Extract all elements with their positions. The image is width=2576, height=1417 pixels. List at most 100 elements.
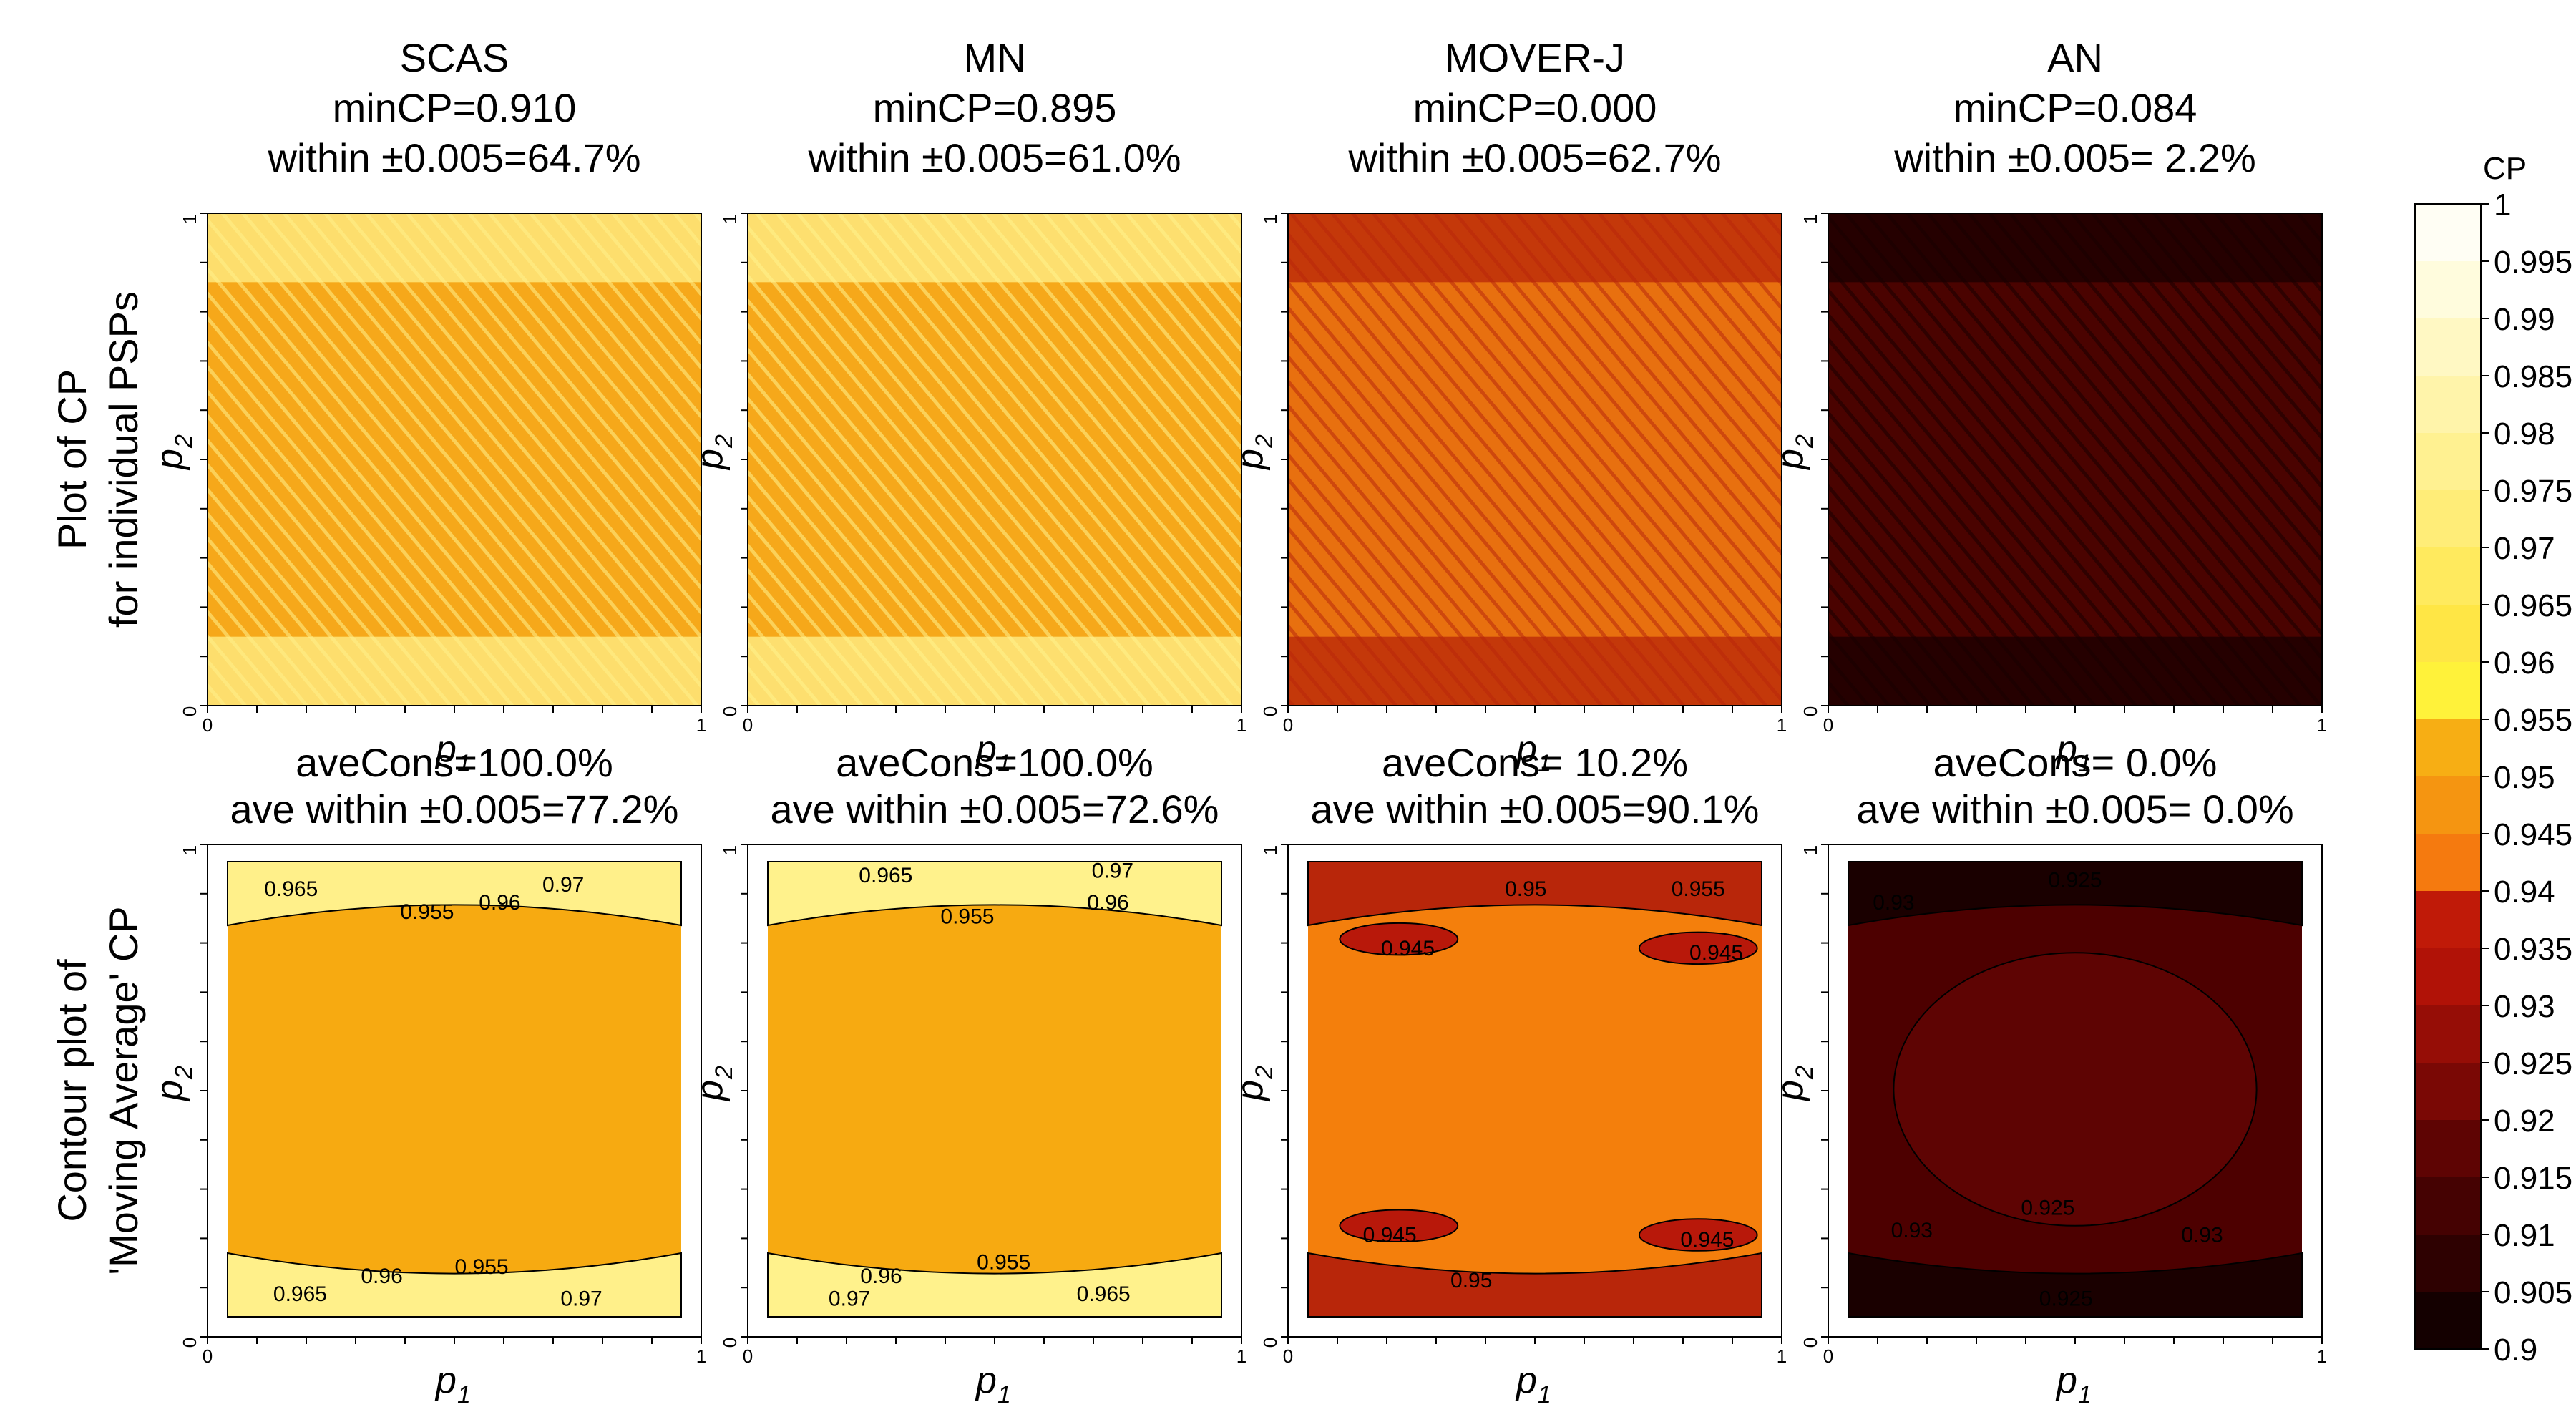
contour-label: 0.95: [1450, 1269, 1492, 1292]
y-tick-label: 1: [1259, 845, 1281, 855]
x-axis-label: p: [434, 1360, 457, 1401]
y-axis-label-sub: 2: [711, 434, 738, 449]
contour-label: 0.925: [2021, 1196, 2074, 1219]
colorbar: CP1 0.995 0.99 0.985 0.98 0.975 0.97 0.965 0.96 0…: [2414, 151, 2572, 1368]
contour-label: 0.97: [829, 1287, 870, 1311]
y-axis-label: p: [689, 1080, 731, 1102]
colorbar-level: 0.92: [2494, 1104, 2555, 1139]
contour-label: 0.955: [977, 1251, 1030, 1275]
colorbar-swatch: [2415, 719, 2481, 777]
y-tick-label: 1: [179, 214, 200, 224]
contour-panel: 0.965 0.97 0.955 0.96 0.96 0.955 0.97 0.965 0 1 0 1…: [689, 844, 1246, 1408]
y-axis-label: p: [689, 449, 731, 471]
colorbar-level: 0.97: [2494, 531, 2555, 566]
colorbar-level: 0.945: [2494, 817, 2572, 852]
contour-label: 0.925: [2048, 868, 2102, 892]
y-tick-label: 1: [1800, 845, 1821, 855]
edge-band-top: [748, 213, 1241, 283]
y-axis-label: p: [1770, 1080, 1811, 1102]
x-axis-label: p: [975, 1360, 997, 1401]
x-axis-label-sub: 1: [997, 1381, 1011, 1408]
y-tick-label: 0: [1800, 706, 1821, 716]
colorbar-level: 0.93: [2494, 989, 2555, 1024]
x-tick-label: 1: [1236, 714, 1246, 736]
contour-band-top: [1307, 861, 1762, 927]
heatmap-fill: [1828, 213, 2322, 706]
colorbar-level: 0.98: [2494, 417, 2555, 452]
x-axis-label: p: [2055, 1360, 2077, 1401]
y-axis-label-sub: 2: [1251, 434, 1278, 449]
x-axis-label: p: [434, 729, 457, 770]
y-axis-label-sub: 2: [170, 434, 197, 449]
column-titles: SCAS minCP=0.910 within ±0.005=64.7% aveCon…: [230, 35, 2294, 832]
contour-label: 0.96: [479, 891, 520, 915]
row-labels: Plot of CP for individual PSPs Contour plo…: [49, 291, 146, 1275]
contour-blob: [1339, 1209, 1459, 1243]
contour-band-top: [767, 861, 1222, 927]
x-tick-label: 1: [1777, 1345, 1787, 1367]
colorbar-level: 0.915: [2494, 1161, 2572, 1196]
x-tick-label: 1: [696, 1345, 706, 1367]
contour-label: 0.965: [264, 877, 318, 901]
within-label: within ±0.005= 2.2%: [1893, 135, 2256, 180]
contour-label: 0.96: [1087, 891, 1128, 915]
colorbar-swatch: [2415, 1292, 2481, 1350]
colorbar-swatch: [2415, 948, 2481, 1006]
contour-label: 0.965: [1077, 1282, 1131, 1306]
colorbar-level: 0.935: [2494, 932, 2572, 967]
mincp-label: minCP=0.000: [1413, 85, 1657, 130]
x-tick-label: 0: [743, 714, 753, 736]
colorbar-swatch: [2415, 433, 2481, 491]
colorbar-level: 0.995: [2494, 245, 2572, 280]
x-tick-label: 0: [203, 1345, 213, 1367]
heatmap-fill: [748, 213, 1241, 706]
contour-label: 0.955: [1672, 877, 1725, 901]
colorbar-swatch: [2415, 1005, 2481, 1063]
x-axis-label: p: [1515, 1360, 1537, 1401]
x-axis-label-sub: 1: [457, 750, 471, 777]
edge-band-top: [208, 213, 701, 283]
contour-label: 0.965: [273, 1282, 327, 1306]
contour-band-bottom: [227, 1252, 682, 1318]
y-axis-label-sub: 2: [1251, 1066, 1278, 1080]
contour-band-top: [227, 861, 682, 927]
y-tick-label: 0: [719, 706, 741, 716]
heatmap-fill: [1288, 213, 1782, 706]
contour-oval: [1893, 952, 2258, 1227]
ave-cons-label: aveCons= 0.0%: [1933, 740, 2218, 785]
mincp-label: minCP=0.084: [1953, 85, 2197, 130]
y-axis-label-group: p2: [1229, 434, 1278, 471]
contour-band-top: [1848, 861, 2303, 927]
colorbar-title: CP: [2483, 151, 2527, 186]
ave-cons-label: aveCons=100.0%: [836, 740, 1153, 785]
contour-label: 0.93: [1873, 891, 1914, 915]
colorbar-swatch: [2415, 376, 2481, 434]
row-label-line: Contour plot of: [49, 959, 94, 1222]
x-tick-label: 1: [696, 714, 706, 736]
contour-fill: [768, 862, 1221, 1317]
row-label: Plot of CP for individual PSPs: [49, 291, 146, 628]
colorbar-swatch: [2415, 490, 2481, 548]
colorbar-swatch: [2415, 891, 2481, 949]
ave-within-label: ave within ±0.005=72.6%: [771, 787, 1219, 832]
y-axis-label-group: p2: [689, 1066, 738, 1102]
row-label-line: Plot of CP: [49, 369, 94, 550]
colorbar-swatch: [2415, 605, 2481, 663]
contour-label: 0.97: [560, 1287, 602, 1311]
y-axis-label-sub: 2: [170, 1066, 197, 1080]
row-label-line: for individual PSPs: [101, 291, 146, 628]
colorbar-swatch: [2415, 1235, 2481, 1292]
edge-band-top: [1288, 213, 1782, 283]
colorbar-level: 0.905: [2494, 1275, 2572, 1310]
contour-band-bottom: [1848, 1252, 2303, 1318]
row-label: Contour plot of 'Moving Average' CP: [49, 906, 146, 1275]
mincp-label: minCP=0.895: [873, 85, 1117, 130]
y-tick-label: 1: [719, 214, 741, 224]
y-axis-label: p: [1770, 449, 1811, 471]
ave-within-label: ave within ±0.005=90.1%: [1311, 787, 1760, 832]
colorbar-level: 0.925: [2494, 1046, 2572, 1081]
